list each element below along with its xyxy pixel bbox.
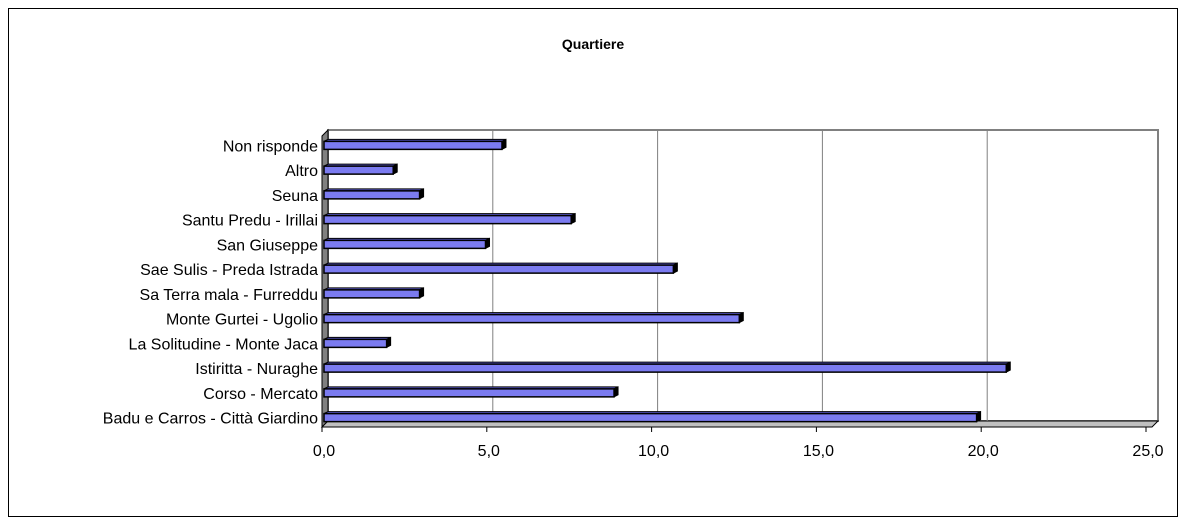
bar (323, 188, 425, 200)
x-tick-label: 5,0 (478, 443, 500, 460)
plot-area (320, 128, 1160, 429)
bar (323, 163, 398, 175)
bar (323, 287, 425, 299)
bar (323, 311, 744, 324)
bar (323, 336, 392, 349)
category-label: Non risponde (223, 138, 318, 155)
x-tick-label: 15,0 (803, 443, 834, 460)
category-label: Sa Terra mala - Furreddu (140, 287, 318, 304)
bar (323, 386, 619, 398)
x-tick-label: 10,0 (638, 443, 669, 460)
bar (323, 237, 491, 250)
category-labels: Non risponde Altro Seuna Santu Predu - Iril… (103, 138, 318, 427)
category-label: Badu e Carros - Città Giardino (103, 411, 318, 428)
bar (323, 212, 576, 225)
bars (323, 138, 1011, 423)
chart-title: Quartiere (561, 36, 625, 52)
bar (323, 361, 1011, 373)
category-label: Monte Gurtei - Ugolio (166, 312, 318, 329)
bar (323, 410, 982, 423)
category-label: Seuna (272, 188, 318, 205)
x-tick-label: 0,0 (313, 443, 335, 460)
category-label: La Solitudine - Monte Jaca (129, 336, 319, 353)
category-label: Altro (285, 163, 318, 180)
bar (323, 138, 507, 151)
category-label: Santu Predu - Irillai (182, 213, 318, 230)
category-label: Istiritta - Nuraghe (195, 361, 318, 378)
category-label: Corso - Mercato (203, 386, 318, 403)
category-label: San Giuseppe (217, 237, 319, 254)
x-tick-label: 25,0 (1132, 443, 1163, 460)
category-label: Sae Sulis - Preda Istrada (140, 262, 318, 279)
tick-labels: 0,0 5,0 10,0 15,0 20,0 25,0 (313, 443, 1164, 460)
bar (323, 262, 678, 274)
plot-back-wall (327, 129, 1159, 422)
x-tick-label: 20,0 (968, 443, 999, 460)
